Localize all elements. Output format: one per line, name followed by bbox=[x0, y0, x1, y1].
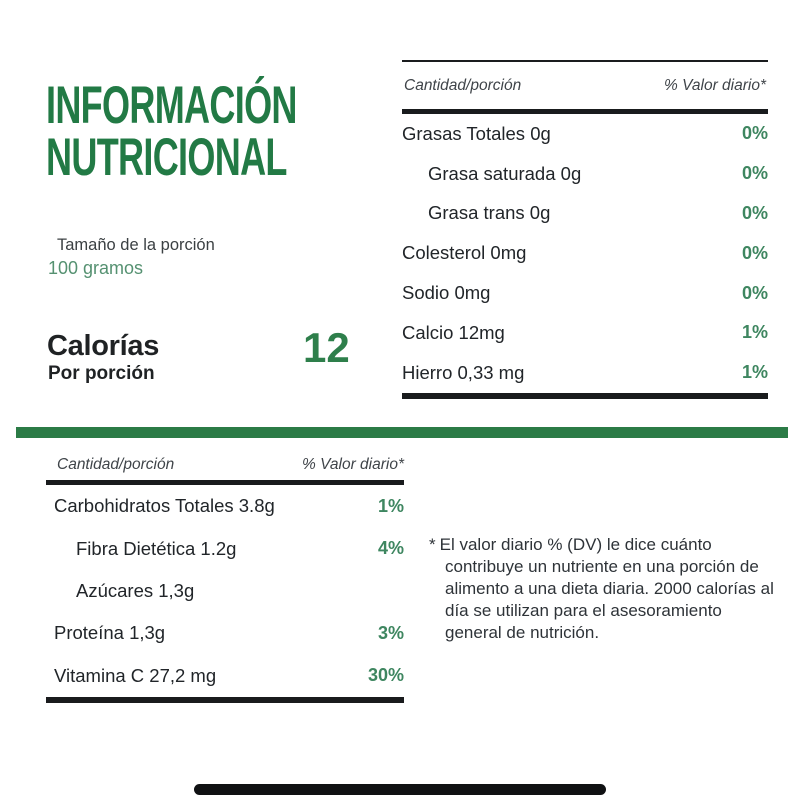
nutrient-daily-value: 1% bbox=[741, 362, 768, 383]
column-header-amount: Cantidad/porción bbox=[57, 456, 175, 473]
bottom-bar bbox=[194, 784, 606, 795]
column-header-daily-value: % Valor diario* bbox=[664, 76, 766, 94]
nutrient-daily-value: 4% bbox=[377, 538, 404, 559]
table-row: Colesterol 0mg 0% bbox=[402, 233, 768, 273]
nutrient-label: Vitamina C 27,2 mg bbox=[54, 664, 217, 686]
label-title: INFORMACIÓN NUTRICIONAL bbox=[46, 76, 297, 188]
nutrient-label: Carbohidratos Totales 3.8g bbox=[54, 495, 275, 517]
table-row: Grasa trans 0g 0% bbox=[402, 194, 768, 234]
daily-value-footnote: * El valor diario % (DV) le dice cuánto c… bbox=[429, 534, 775, 644]
table-row: Calcio 12mg 1% bbox=[402, 313, 768, 353]
serving-size-value: 100 gramos bbox=[48, 258, 144, 278]
table-header-rule bbox=[402, 109, 768, 114]
green-divider bbox=[16, 427, 788, 438]
nutrient-daily-value: 0% bbox=[741, 242, 768, 263]
table-header-row: Cantidad/porción % Valor diario* bbox=[402, 62, 768, 109]
table-row: Proteína 1,3g 3% bbox=[46, 612, 404, 654]
nutrient-label: Fibra Dietética 1.2g bbox=[76, 537, 237, 559]
nutrients-table-right: Cantidad/porción % Valor diario* Grasas … bbox=[402, 60, 768, 399]
table-rows: Carbohidratos Totales 3.8g 1% Fibra Diet… bbox=[46, 485, 404, 697]
nutrient-daily-value: 0% bbox=[741, 282, 768, 303]
nutrient-daily-value: 1% bbox=[377, 495, 404, 516]
table-row: Vitamina C 27,2 mg 30% bbox=[46, 655, 404, 697]
nutrient-daily-value: 1% bbox=[741, 322, 768, 343]
table-rows: Grasas Totales 0g 0% Grasa saturada 0g 0… bbox=[402, 114, 768, 393]
table-row: Carbohidratos Totales 3.8g 1% bbox=[46, 485, 404, 527]
table-header-rule bbox=[46, 480, 404, 485]
nutrient-daily-value: 3% bbox=[377, 622, 404, 643]
table-bottom-rule bbox=[46, 696, 404, 703]
table-row: Azúcares 1,3g bbox=[46, 570, 404, 612]
nutrient-label: Calcio 12mg bbox=[402, 321, 505, 343]
table-header-row: Cantidad/porción % Valor diario* bbox=[46, 450, 404, 480]
nutrient-label: Grasas Totales 0g bbox=[402, 122, 551, 144]
table-row: Grasas Totales 0g 0% bbox=[402, 114, 768, 154]
table-row: Grasa saturada 0g 0% bbox=[402, 154, 768, 194]
calories-label: Calorías bbox=[47, 330, 160, 362]
nutrient-label: Grasa trans 0g bbox=[428, 202, 551, 224]
nutrient-label: Hierro 0,33 mg bbox=[402, 361, 525, 383]
table-row: Sodio 0mg 0% bbox=[402, 273, 768, 313]
calories-sublabel: Por porción bbox=[48, 363, 155, 384]
nutrient-label: Grasa saturada 0g bbox=[428, 162, 582, 184]
table-top-rule bbox=[402, 60, 768, 62]
nutrient-label: Sodio 0mg bbox=[402, 282, 491, 304]
footnote-asterisk: * bbox=[429, 535, 436, 554]
nutrient-daily-value: 0% bbox=[741, 163, 768, 184]
nutrient-label: Azúcares 1,3g bbox=[76, 579, 195, 601]
nutrient-daily-value: 0% bbox=[741, 202, 768, 223]
nutrient-label: Proteína 1,3g bbox=[54, 622, 166, 644]
column-header-amount: Cantidad/porción bbox=[404, 76, 522, 94]
table-bottom-rule bbox=[402, 392, 768, 399]
column-header-daily-value: % Valor diario* bbox=[302, 456, 404, 473]
table-row: Hierro 0,33 mg 1% bbox=[402, 353, 768, 393]
table-row: Fibra Dietética 1.2g 4% bbox=[46, 527, 404, 569]
serving-size-label: Tamaño de la porción bbox=[57, 236, 215, 254]
label-title-line1: INFORMACIÓN bbox=[46, 76, 297, 135]
nutrient-daily-value: 0% bbox=[741, 123, 768, 144]
calories-value: 12 bbox=[303, 324, 350, 371]
nutrient-label: Colesterol 0mg bbox=[402, 242, 527, 264]
footnote-text: El valor diario % (DV) le dice cuánto co… bbox=[439, 535, 774, 643]
label-title-line2: NUTRICIONAL bbox=[46, 128, 287, 188]
nutrients-table-left: Cantidad/porción % Valor diario* Carbohi… bbox=[46, 450, 404, 703]
nutrient-daily-value: 30% bbox=[367, 665, 404, 686]
